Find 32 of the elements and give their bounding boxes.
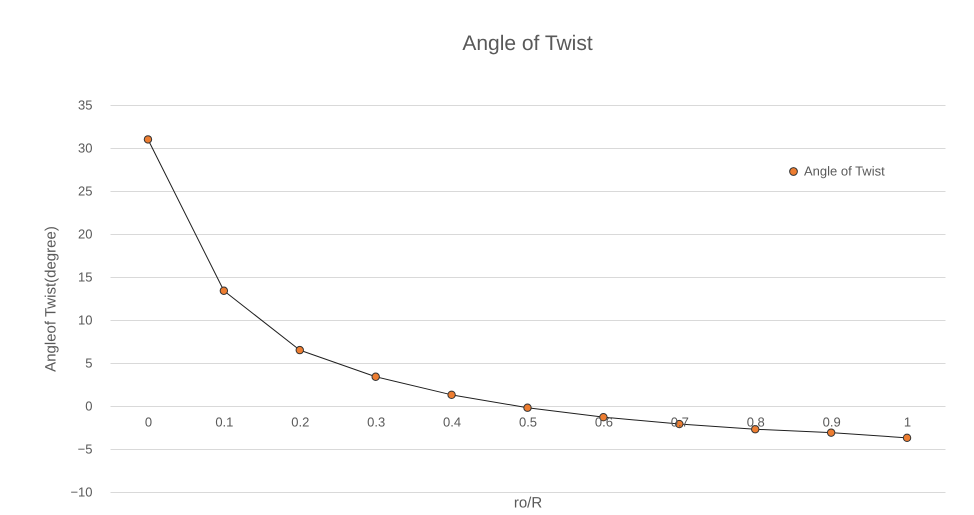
x-tick-label: 0.6 [594,414,613,430]
point [523,404,532,412]
y-tick-label: 0 [85,398,92,414]
x-tick-label: 0 [144,414,152,430]
y-tick-label: −5 [78,442,92,456]
y-axis-title: Angleof Twist(degree) [42,226,60,372]
legend-label: Angle of Twist [804,164,886,178]
x-tick-label: 0.9 [822,414,841,430]
y-tick-label: 5 [85,356,92,370]
point [447,390,456,400]
point [826,428,836,437]
x-tick-label: 0.2 [291,414,310,430]
x-tick-label: 0.5 [518,414,538,430]
x-tick-label: 0.3 [367,414,386,430]
x-axis-title: ro/R [514,494,542,512]
point [296,346,304,354]
point [144,135,152,144]
point [371,372,380,381]
point [902,434,912,442]
x-tick-label: 0.1 [215,414,234,430]
x-tick-label: 0.4 [443,414,462,430]
x-tick-label: 0.8 [746,414,765,430]
x-tick-label: 1 [904,414,912,430]
y-tick-label: 30 [78,140,92,156]
y-tick-label: 15 [78,270,92,284]
y-tick-label: 25 [78,184,92,198]
y-tick-label: 10 [78,312,92,328]
y-tick-label: 20 [78,226,92,242]
y-tick-label: 35 [78,98,92,112]
point [220,286,228,295]
y-tick-label: −10 [70,484,92,500]
chart-title: Angle of Twist [462,32,593,55]
